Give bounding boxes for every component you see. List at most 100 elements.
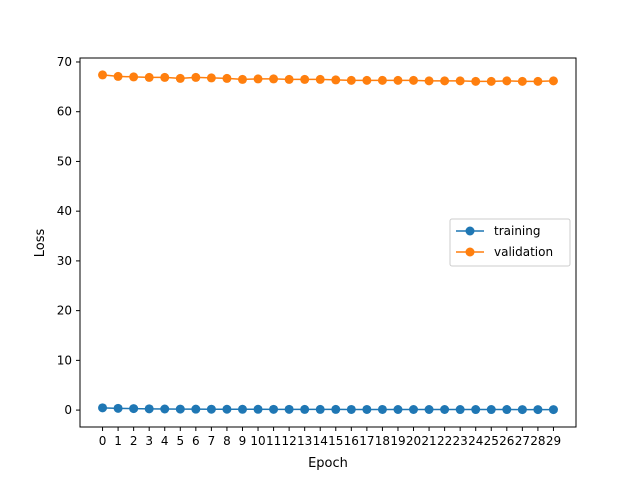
validation-point xyxy=(424,76,434,86)
x-axis-label: Epoch xyxy=(308,456,348,471)
legend-label: validation xyxy=(494,245,553,259)
training-point xyxy=(486,405,496,415)
validation-point xyxy=(409,75,419,85)
y-tick-label: 40 xyxy=(57,204,72,218)
y-tick-label: 0 xyxy=(64,403,72,417)
x-tick-label: 21 xyxy=(421,434,436,448)
validation-point xyxy=(471,76,481,86)
x-tick-label: 14 xyxy=(313,434,328,448)
series-validation xyxy=(98,70,558,86)
x-tick-label: 15 xyxy=(328,434,343,448)
training-point xyxy=(175,404,185,414)
training-point xyxy=(237,404,247,414)
legend-marker xyxy=(465,226,475,236)
training-point xyxy=(98,403,108,413)
validation-point xyxy=(129,72,139,82)
x-tick-label: 12 xyxy=(281,434,296,448)
y-tick-label: 50 xyxy=(57,154,72,168)
x-tick-label: 27 xyxy=(515,434,530,448)
training-point xyxy=(144,404,154,414)
training-point xyxy=(377,404,387,414)
validation-point xyxy=(502,76,512,86)
y-tick-label: 60 xyxy=(57,105,72,119)
x-tick-label: 24 xyxy=(468,434,483,448)
x-tick-label: 16 xyxy=(344,434,359,448)
training-point xyxy=(424,404,434,414)
validation-point xyxy=(284,74,294,84)
validation-point xyxy=(144,72,154,82)
training-point xyxy=(393,404,403,414)
validation-point xyxy=(269,74,279,84)
training-point xyxy=(409,404,419,414)
x-tick-label: 29 xyxy=(546,434,561,448)
x-tick-label: 4 xyxy=(161,434,169,448)
legend-item-validation: validation xyxy=(456,245,553,259)
y-tick-label: 20 xyxy=(57,304,72,318)
validation-point xyxy=(315,74,325,84)
validation-point xyxy=(191,72,201,82)
x-tick-label: 19 xyxy=(390,434,405,448)
validation-point xyxy=(160,72,170,82)
x-tick-label: 26 xyxy=(499,434,514,448)
x-tick-label: 8 xyxy=(223,434,231,448)
training-point xyxy=(160,404,170,414)
validation-point xyxy=(222,73,232,83)
training-point xyxy=(222,404,232,414)
x-tick-label: 1 xyxy=(114,434,122,448)
training-point xyxy=(113,403,123,413)
validation-point xyxy=(486,76,496,86)
x-tick-label: 22 xyxy=(437,434,452,448)
training-point xyxy=(362,404,372,414)
legend-label: training xyxy=(494,224,541,238)
validation-point xyxy=(362,75,372,85)
training-point xyxy=(346,404,356,414)
training-point xyxy=(269,404,279,414)
validation-point xyxy=(346,75,356,85)
training-point xyxy=(440,404,450,414)
training-point xyxy=(502,405,512,415)
validation-point xyxy=(533,76,543,86)
validation-point xyxy=(98,70,108,80)
x-tick-label: 3 xyxy=(145,434,153,448)
validation-point xyxy=(237,74,247,84)
x-axis: 0 1 2 3 4 5 6 7 8 9 10 11 12 13 14 15 16 17 18 19 20 21 22 23 24… xyxy=(99,427,561,448)
validation-point xyxy=(517,76,527,86)
training-point xyxy=(517,405,527,415)
x-tick-label: 7 xyxy=(208,434,216,448)
training-point xyxy=(206,404,216,414)
x-tick-label: 11 xyxy=(266,434,281,448)
legend-marker xyxy=(465,247,475,257)
x-tick-label: 20 xyxy=(406,434,421,448)
x-tick-label: 18 xyxy=(375,434,390,448)
x-tick-label: 9 xyxy=(239,434,247,448)
series-training xyxy=(98,403,558,415)
legend-item-training: training xyxy=(456,224,541,238)
x-tick-label: 25 xyxy=(484,434,499,448)
x-tick-label: 28 xyxy=(530,434,545,448)
validation-point xyxy=(113,71,123,81)
y-tick-label: 30 xyxy=(57,254,72,268)
training-point xyxy=(533,405,543,415)
plot-series xyxy=(98,70,558,415)
training-point xyxy=(300,404,310,414)
x-tick-label: 10 xyxy=(250,434,265,448)
training-point xyxy=(455,405,465,415)
y-axis-label: Loss xyxy=(33,229,48,258)
validation-point xyxy=(206,73,216,83)
training-point xyxy=(253,404,263,414)
validation-point xyxy=(175,73,185,83)
training-point xyxy=(471,405,481,415)
validation-point xyxy=(253,74,263,84)
training-point xyxy=(191,404,201,414)
x-tick-label: 6 xyxy=(192,434,200,448)
x-tick-label: 13 xyxy=(297,434,312,448)
validation-point xyxy=(455,76,465,86)
training-point xyxy=(331,404,341,414)
x-tick-label: 2 xyxy=(130,434,138,448)
training-point xyxy=(129,404,139,414)
validation-point xyxy=(331,75,341,85)
validation-point xyxy=(393,75,403,85)
validation-point xyxy=(300,74,310,84)
x-tick-label: 0 xyxy=(99,434,107,448)
x-tick-label: 23 xyxy=(453,434,468,448)
